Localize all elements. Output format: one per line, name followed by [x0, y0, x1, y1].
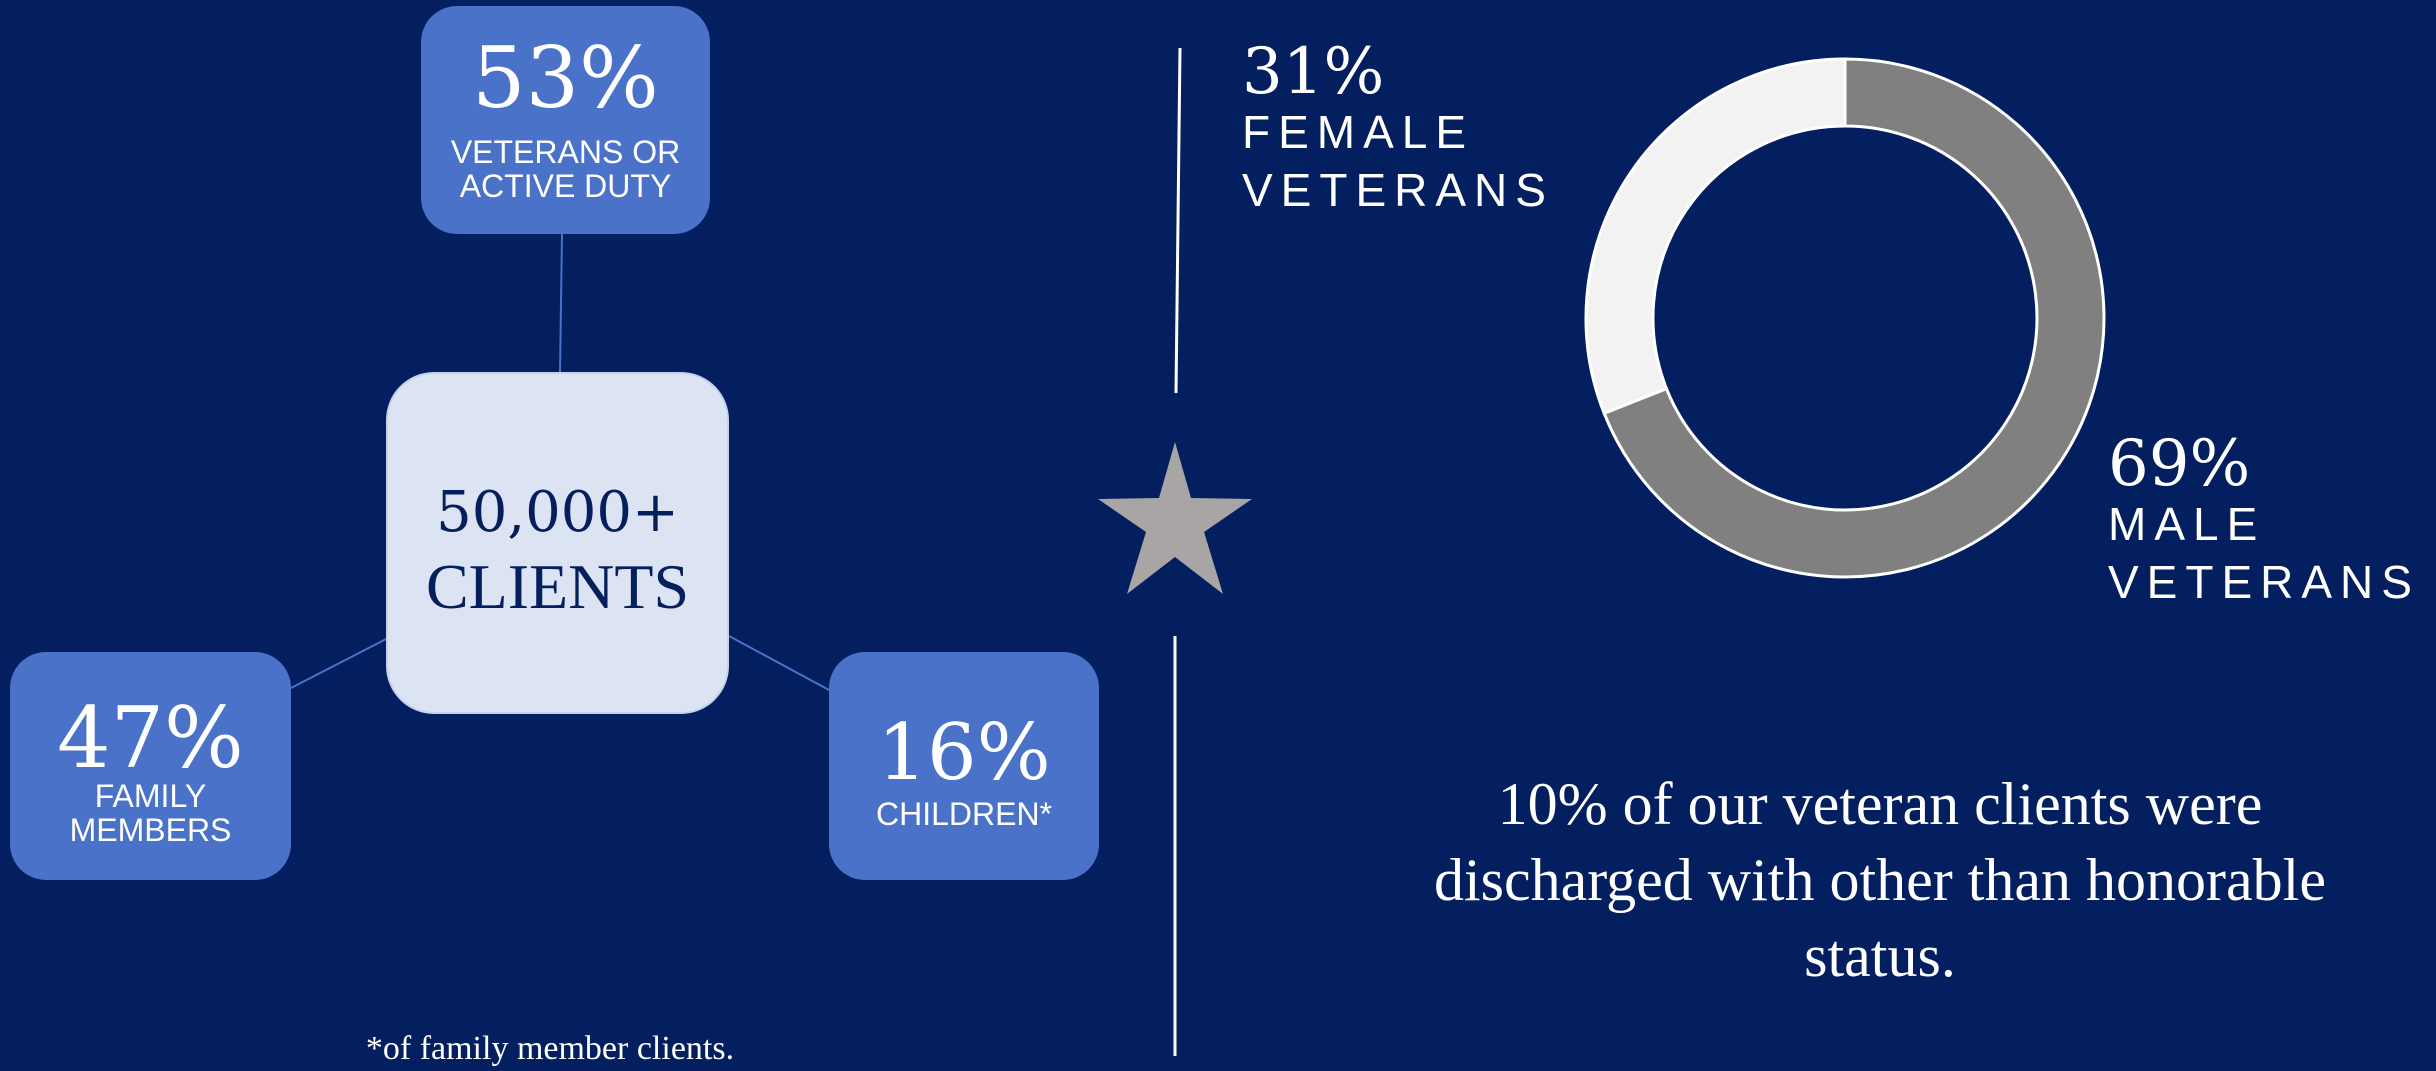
connector-left	[290, 637, 389, 689]
clients-total-box: 50,000+ CLIENTS	[386, 372, 729, 714]
donut-slice-female	[1584, 57, 1847, 416]
clients-label: CLIENTS	[425, 550, 690, 622]
family-label: FAMILY MEMBERS	[69, 778, 232, 848]
discharge-note: 10% of our veteran clients were discharg…	[1434, 771, 2326, 990]
donut-slice-male	[1602, 57, 2106, 579]
star-icon	[1098, 442, 1252, 594]
male-veterans-callout: 69% MALE VETERANS	[2108, 432, 2420, 611]
male-percent: 69%	[2108, 427, 2251, 501]
clients-count: 50,000+	[436, 480, 679, 545]
female-veterans-callout: 31% FEMALE VETERANS	[1242, 40, 1554, 219]
connector-right	[728, 635, 830, 691]
divider-top	[1174, 47, 1182, 394]
female-percent: 31%	[1242, 35, 1385, 109]
veterans-percent: 53%	[472, 29, 659, 128]
children-box: 16% CHILDREN*	[829, 652, 1099, 880]
footnote: *of family member clients.	[365, 1030, 735, 1067]
family-percent: 47%	[57, 689, 244, 788]
female-label: FEMALE VETERANS	[1242, 106, 1554, 216]
veterans-label: VETERANS OR ACTIVE DUTY	[450, 134, 681, 204]
veterans-box: 53% VETERANS OR ACTIVE DUTY	[421, 6, 710, 234]
children-label: CHILDREN*	[875, 796, 1053, 833]
family-box: 47% FAMILY MEMBERS	[10, 652, 291, 880]
children-percent: 16%	[877, 708, 1051, 799]
male-label: MALE VETERANS	[2108, 498, 2420, 608]
connector-top	[559, 233, 563, 373]
